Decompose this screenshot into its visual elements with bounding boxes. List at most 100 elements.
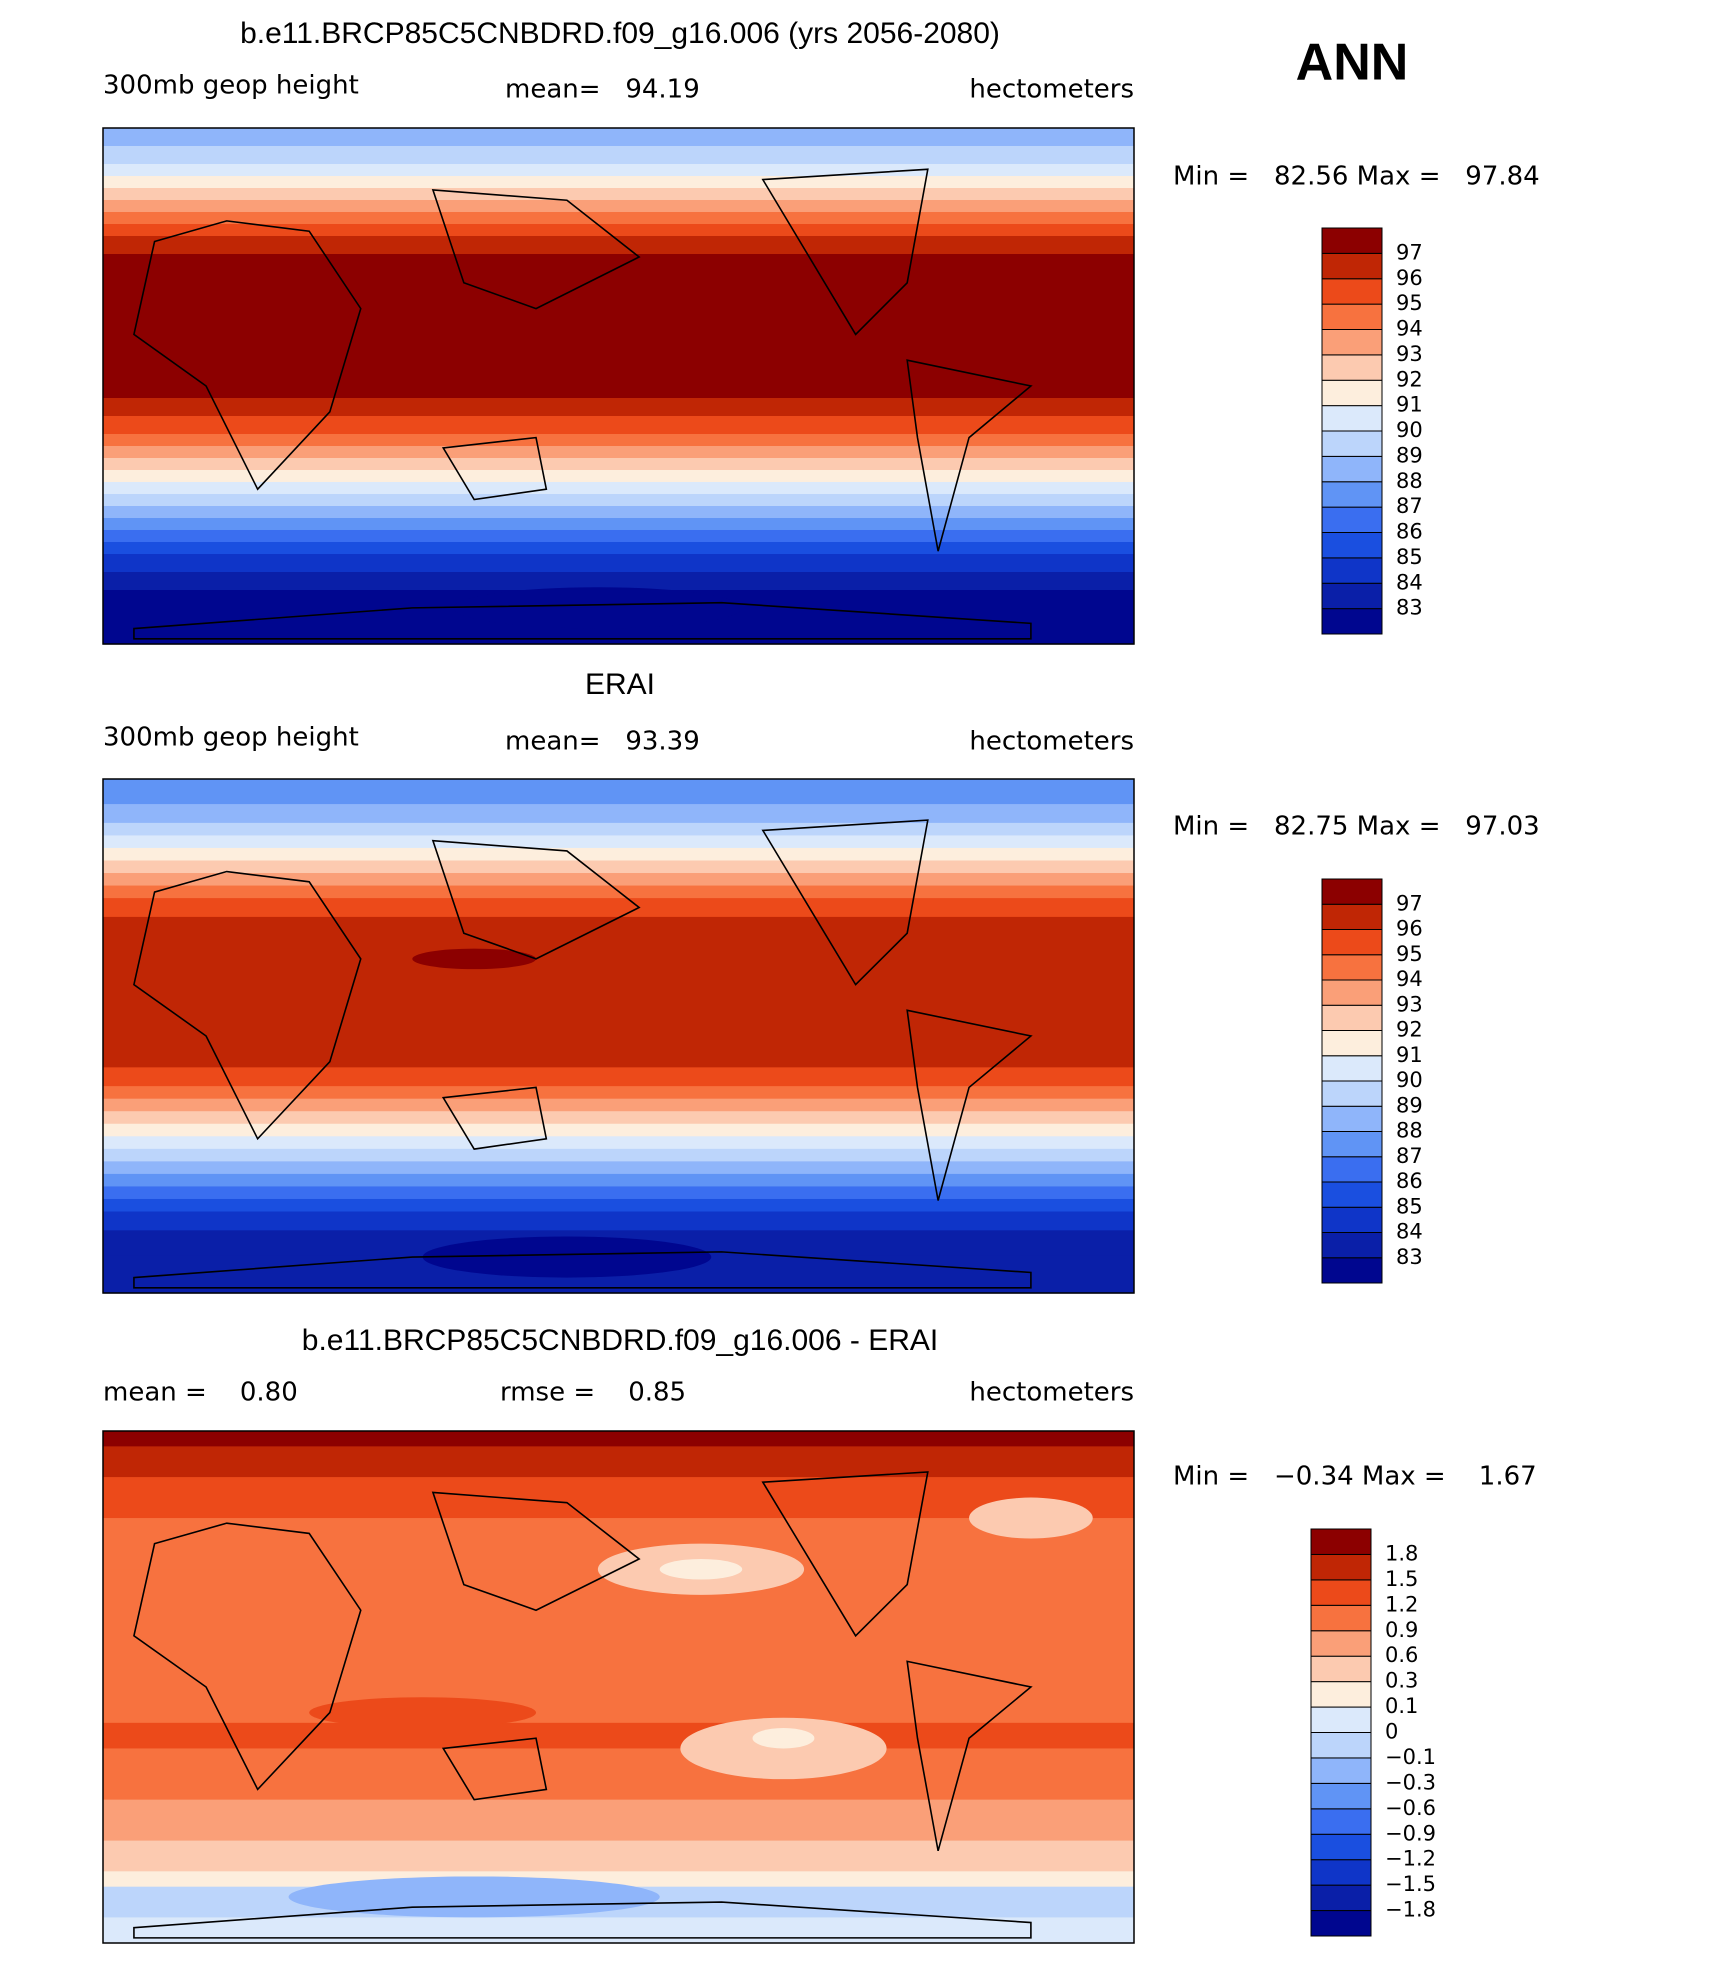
map-band — [103, 1748, 1134, 1801]
stat-label: mean= 93.39 — [505, 727, 700, 757]
coastline — [431, 839, 641, 960]
map-band — [103, 1569, 1134, 1724]
map-band — [103, 1917, 1134, 1944]
colorbar-label: 95 — [1396, 291, 1423, 315]
map-band — [103, 1173, 1134, 1188]
map-band — [103, 860, 1134, 874]
colorbar-box — [1321, 405, 1383, 432]
coastline — [441, 1737, 548, 1801]
coastline — [441, 436, 548, 501]
coastline — [133, 220, 362, 491]
range-label: Min = 82.75 Max = 97.03 — [1173, 812, 1540, 842]
map-band — [103, 1067, 1134, 1087]
panel-title: b.e11.BRCP85C5CNBDRD.f09_g16.006 (yrs 20… — [240, 17, 1000, 50]
colorbar-box — [1310, 1655, 1372, 1683]
colorbar-label: 88 — [1396, 1119, 1423, 1143]
map-band — [103, 446, 1134, 459]
map-contour — [412, 948, 537, 970]
map-band — [103, 434, 1134, 447]
field-label: 300mb geop height — [103, 723, 359, 753]
colorbar-box — [1321, 481, 1383, 508]
map-band — [103, 847, 1134, 862]
map-band — [103, 212, 1134, 225]
coastline — [761, 168, 929, 336]
colorbar-label: 88 — [1396, 469, 1423, 493]
colorbar-box — [1310, 1681, 1372, 1708]
colorbar-box — [1310, 1884, 1372, 1912]
colorbar-label: 86 — [1396, 1169, 1423, 1193]
map-band — [103, 916, 1134, 1068]
colorbar-box — [1321, 455, 1383, 483]
map-band — [103, 822, 1134, 837]
map-band — [103, 1431, 1134, 1447]
colorbar-box — [1321, 1206, 1383, 1233]
colorbar-label: 92 — [1396, 1018, 1423, 1042]
colorbar-label: 89 — [1396, 1093, 1423, 1117]
units-label: hectometers — [969, 75, 1134, 105]
colorbar-label: 93 — [1396, 342, 1423, 366]
map-band — [103, 1086, 1134, 1100]
colorbar-label: 92 — [1396, 367, 1423, 391]
coastline — [133, 1901, 1032, 1939]
stat-label: rmse = 0.85 — [500, 1378, 686, 1408]
colorbar-label: 1.5 — [1385, 1567, 1418, 1591]
map-band — [103, 779, 1134, 805]
map-band — [103, 1799, 1134, 1842]
map-band — [103, 1186, 1134, 1200]
colorbar-box — [1310, 1757, 1372, 1784]
map-contour — [752, 1727, 815, 1749]
colorbar-box — [1310, 1833, 1372, 1861]
colorbar-label: 93 — [1396, 992, 1423, 1016]
map-band — [103, 224, 1134, 237]
map-band — [103, 1123, 1134, 1137]
map-contour — [309, 1697, 537, 1728]
map-band — [103, 873, 1134, 887]
map-contour — [680, 1717, 887, 1780]
map-band — [103, 1198, 1134, 1213]
colorbar-box — [1321, 227, 1383, 254]
map-band — [103, 164, 1134, 177]
map-band — [103, 236, 1134, 255]
colorbar-box — [1321, 506, 1383, 533]
colorbar-label: 83 — [1396, 596, 1423, 620]
colorbar-box — [1310, 1808, 1372, 1835]
colorbar-box — [1310, 1604, 1372, 1632]
colorbar-box — [1321, 1257, 1383, 1284]
colorbar-box — [1321, 1030, 1383, 1057]
colorbar-box — [1310, 1553, 1372, 1581]
colorbar-label: −0.9 — [1385, 1821, 1436, 1845]
map-band — [103, 518, 1134, 531]
colorbar-label: 89 — [1396, 443, 1423, 467]
colorbar-box — [1310, 1528, 1372, 1555]
colorbar-label: 91 — [1396, 1043, 1423, 1067]
colorbar-box — [1310, 1732, 1372, 1759]
map-band — [103, 146, 1134, 165]
map-band — [103, 494, 1134, 507]
map-band — [103, 254, 1134, 399]
colorbar-box — [1321, 278, 1383, 305]
map-band — [103, 176, 1134, 189]
map-band — [103, 1477, 1134, 1519]
colorbar-label: 1.2 — [1385, 1592, 1418, 1616]
map-band — [103, 458, 1134, 471]
colorbar-box — [1321, 1156, 1383, 1183]
colorbar-label: −0.6 — [1385, 1796, 1436, 1820]
map-frame — [102, 778, 1135, 1294]
map-contour — [969, 1497, 1093, 1539]
coastline — [133, 870, 362, 1141]
colorbar-label: 0 — [1385, 1720, 1398, 1744]
coastline — [133, 1251, 1032, 1289]
colorbar-label: 87 — [1396, 1144, 1423, 1168]
colorbar-box — [1321, 1105, 1383, 1132]
colorbar-box — [1321, 903, 1383, 930]
colorbar-label: 83 — [1396, 1245, 1423, 1269]
field-label: 300mb geop height — [103, 71, 359, 101]
stat-label: mean = 0.80 — [103, 1378, 298, 1408]
colorbar-box — [1310, 1782, 1372, 1810]
colorbar-box — [1321, 303, 1383, 330]
colorbar-box — [1321, 1131, 1383, 1158]
colorbar-label: 95 — [1396, 942, 1423, 966]
colorbar-label: 94 — [1396, 967, 1423, 991]
map-band — [103, 1136, 1134, 1150]
map-band — [103, 542, 1134, 555]
